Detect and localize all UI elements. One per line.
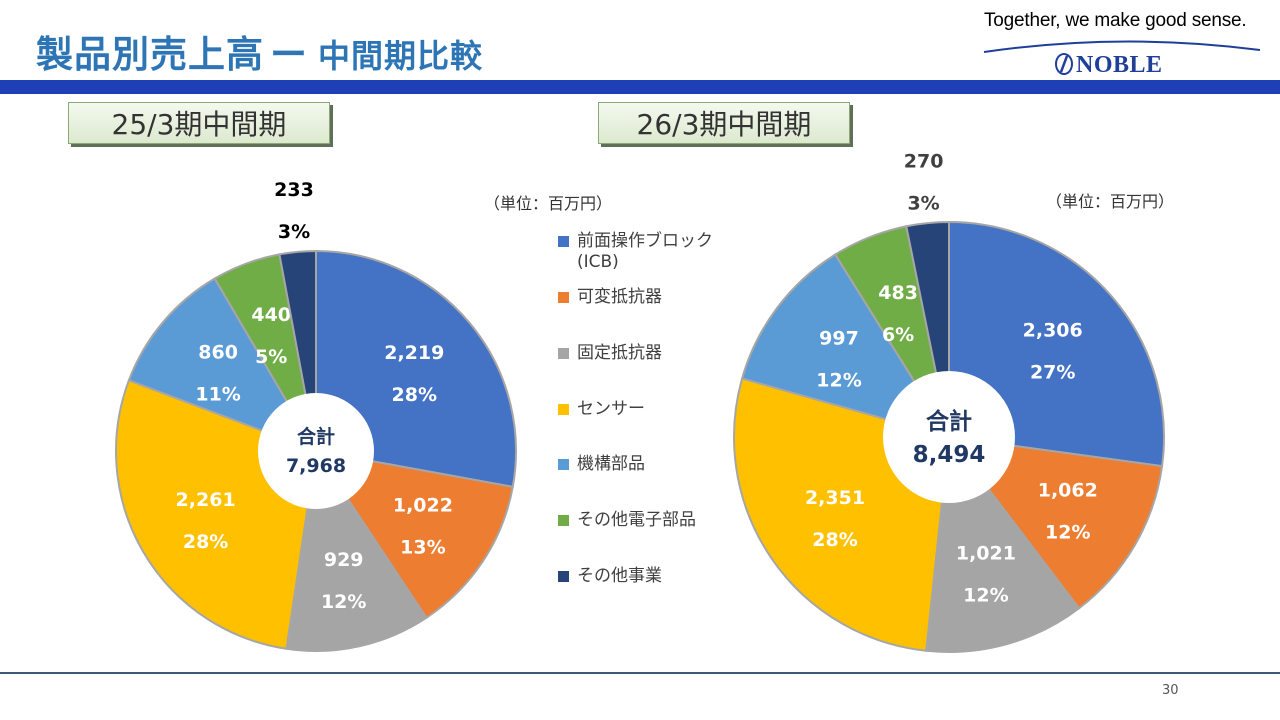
page-subtitle: 中間期比較 <box>318 37 484 75</box>
data-label-value-other-business: 233 <box>274 179 314 201</box>
legend-item-other-electronic: その他電子部品 <box>558 510 696 531</box>
total-value: 8,494 <box>913 442 986 468</box>
data-label-value-sensor: 2,261 <box>176 489 236 511</box>
data-label-percent-other-business: 3% <box>907 192 939 214</box>
legend-item-variable-resistor: 可変抵抗器 <box>558 287 662 308</box>
legend-label-sensor: センサー <box>577 399 645 419</box>
pie-chart-2: 2,306 27% 1,062 12% 1,021 12% 2,351 28% 997 12% 48… <box>733 150 1165 653</box>
legend-item-icb: 前面操作ブロック (ICB) <box>558 231 713 273</box>
unit-label-right: （単位：百万円） <box>1046 192 1175 211</box>
total-center-circle <box>258 393 374 509</box>
data-label-percent-mechanical-parts: 12% <box>816 369 861 391</box>
unit-label-left: （単位：百万円） <box>484 194 613 213</box>
pie-slice-mechanical-parts <box>127 277 319 453</box>
company-slogan: Together, we make good sense. <box>984 10 1247 31</box>
total-center-circle <box>883 371 1015 503</box>
data-label-percent-sensor: 28% <box>183 531 228 553</box>
data-label-value-fixed-resistor: 929 <box>324 549 364 571</box>
pie-chart-1: 2,219 28% 1,022 13% 929 12% 2,261 28% 860 11% 440 5… <box>115 179 517 652</box>
period-label-left: 25/3期中間期 <box>68 102 330 144</box>
legend-swatch-other-business <box>558 571 569 582</box>
data-label-value-variable-resistor: 1,062 <box>1038 479 1098 501</box>
pie-slice-variable-resistor <box>313 449 514 620</box>
data-label-value-mechanical-parts: 860 <box>198 342 238 364</box>
legend-label-mechanical-parts: 機構部品 <box>577 454 645 474</box>
data-label-value-other-electronic: 483 <box>878 282 918 304</box>
legend-swatch-mechanical-parts <box>558 459 569 470</box>
page-number: 30 <box>1162 683 1179 698</box>
data-label-value-mechanical-parts: 997 <box>819 327 859 349</box>
legend-swatch-fixed-resistor <box>558 348 569 359</box>
data-label-percent-variable-resistor: 12% <box>1045 521 1090 543</box>
data-label-percent-other-electronic: 5% <box>255 346 287 368</box>
total-label: 合計 <box>926 408 972 435</box>
data-label-value-other-electronic: 440 <box>251 304 291 326</box>
legend-item-mechanical-parts: 機構部品 <box>558 454 645 475</box>
data-label-percent-other-electronic: 6% <box>882 324 914 346</box>
data-label-percent-sensor: 28% <box>812 529 857 551</box>
pie-slice-mechanical-parts <box>740 253 952 439</box>
data-label-value-icb: 2,219 <box>384 342 444 364</box>
data-label-percent-fixed-resistor: 12% <box>963 585 1008 607</box>
data-label-percent-variable-resistor: 13% <box>400 537 445 559</box>
legend-label-variable-resistor: 可変抵抗器 <box>577 287 662 307</box>
legend-label-other-business: その他事業 <box>577 566 662 586</box>
data-label-percent-icb: 28% <box>392 384 437 406</box>
legend-item-fixed-resistor: 固定抵抗器 <box>558 343 662 364</box>
legend-swatch-sensor <box>558 404 569 415</box>
company-logo: NOBLE <box>1076 52 1163 78</box>
legend-swatch-other-electronic <box>558 515 569 526</box>
legend-swatch-variable-resistor <box>558 292 569 303</box>
data-label-value-other-business: 270 <box>904 150 944 172</box>
header-bar <box>0 80 1280 94</box>
data-label-value-sensor: 2,351 <box>805 487 865 509</box>
data-label-value-fixed-resistor: 1,021 <box>956 543 1016 565</box>
legend-item-other-business: その他事業 <box>558 566 662 587</box>
legend-item-sensor: センサー <box>558 399 645 420</box>
noble-logo-mark-icon <box>1055 53 1073 75</box>
logo-swoosh <box>983 40 1261 53</box>
period-label-right: 26/3期中間期 <box>598 102 850 144</box>
legend-swatch-icb <box>558 236 569 247</box>
data-label-percent-fixed-resistor: 12% <box>321 591 366 613</box>
data-label-value-variable-resistor: 1,022 <box>393 495 453 517</box>
total-value: 7,968 <box>286 455 346 477</box>
total-label: 合計 <box>297 425 335 448</box>
legend-label-fixed-resistor: 固定抵抗器 <box>577 343 662 363</box>
legend-label-other-electronic: その他電子部品 <box>577 510 696 530</box>
data-label-percent-mechanical-parts: 11% <box>195 384 240 406</box>
pie-slice-variable-resistor <box>946 435 1164 610</box>
footer-line <box>0 672 1280 674</box>
data-label-value-icb: 2,306 <box>1023 320 1083 342</box>
data-label-percent-other-business: 3% <box>278 221 310 243</box>
data-label-percent-icb: 27% <box>1030 362 1075 384</box>
page-title: 製品別売上高ー中間期比較 <box>36 33 484 76</box>
legend-label-icb: 前面操作ブロック <box>577 231 713 251</box>
legend-label-icb-sub: (ICB) <box>577 252 619 272</box>
